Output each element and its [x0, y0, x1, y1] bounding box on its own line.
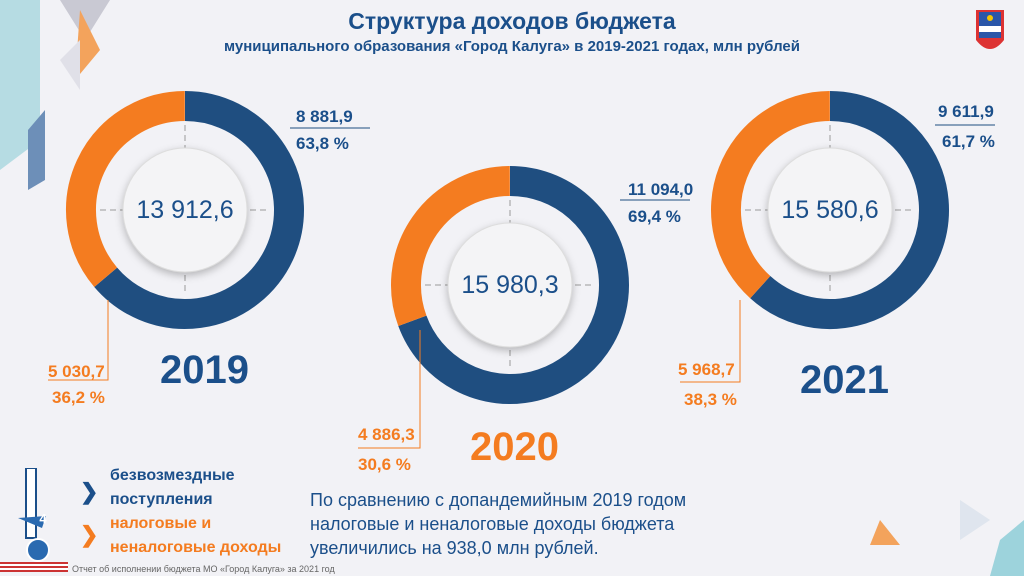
year-2020: 2020: [470, 425, 559, 469]
year-2019: 2019: [160, 348, 249, 392]
donut-slice-tax-2020: [391, 166, 511, 326]
donut-slice-free-2020: [398, 166, 629, 404]
leader-tax-2021: [680, 300, 741, 383]
page-subtitle: муниципального образования «Город Калуга…: [224, 38, 800, 55]
value-tax-2021: 5 968,7: [678, 360, 735, 379]
value-tax-2019: 5 030,7: [48, 362, 105, 381]
pct-free-2019: 63,8 %: [296, 134, 349, 153]
donut-slice-free-2019: [94, 91, 304, 329]
chevron-right-icon: ❯: [80, 479, 99, 504]
note-line-1: По сравнению с допандемийным 2019 годом: [310, 490, 687, 510]
pct-free-2020: 69,4 %: [628, 207, 681, 226]
leader-tax-2019: [48, 300, 109, 381]
value-tax-2020: 4 886,3: [358, 425, 415, 444]
footer-text: Отчет об исполнении бюджета МО «Город Ка…: [72, 564, 335, 574]
donut-slice-tax-2019: [66, 91, 186, 287]
year-2021: 2021: [800, 358, 889, 402]
note-line-3: увеличились на 938,0 млн рублей.: [310, 538, 599, 558]
value-free-2019: 8 881,9: [296, 107, 353, 126]
total-2019: 13 912,6: [136, 196, 234, 224]
chevron-right-icon: ❯: [80, 522, 99, 547]
donut-center-2019: [122, 147, 248, 273]
donut-slice-tax-2021: [711, 91, 831, 299]
donut-slice-free-2021: [750, 91, 949, 329]
pct-free-2021: 61,7 %: [942, 132, 995, 151]
monument-icon: [18, 468, 50, 562]
legend-tax: налоговые и неналоговые доходы: [110, 515, 282, 556]
donut-center-2021: [767, 147, 893, 273]
pct-tax-2020: 30,6 %: [358, 455, 411, 474]
legend-free: безвозмездные поступления: [110, 467, 235, 508]
donut-center-2020: [447, 222, 573, 348]
value-free-2020: 11 094,0: [628, 180, 694, 199]
page-title: Структура доходов бюджета: [348, 8, 676, 34]
pct-tax-2021: 38,3 %: [684, 390, 737, 409]
page-number: 4: [39, 511, 47, 526]
total-2021: 15 580,6: [781, 196, 879, 224]
total-2020: 15 980,3: [461, 271, 559, 299]
value-free-2021: 9 611,9: [938, 102, 994, 121]
leader-tax-2020: [358, 330, 421, 449]
note-line-2: налоговые и неналоговые доходы бюджета: [310, 514, 675, 534]
pct-tax-2019: 36,2 %: [52, 388, 105, 407]
coat-of-arms-icon: [976, 10, 1004, 49]
footer-stripes: [0, 562, 68, 572]
